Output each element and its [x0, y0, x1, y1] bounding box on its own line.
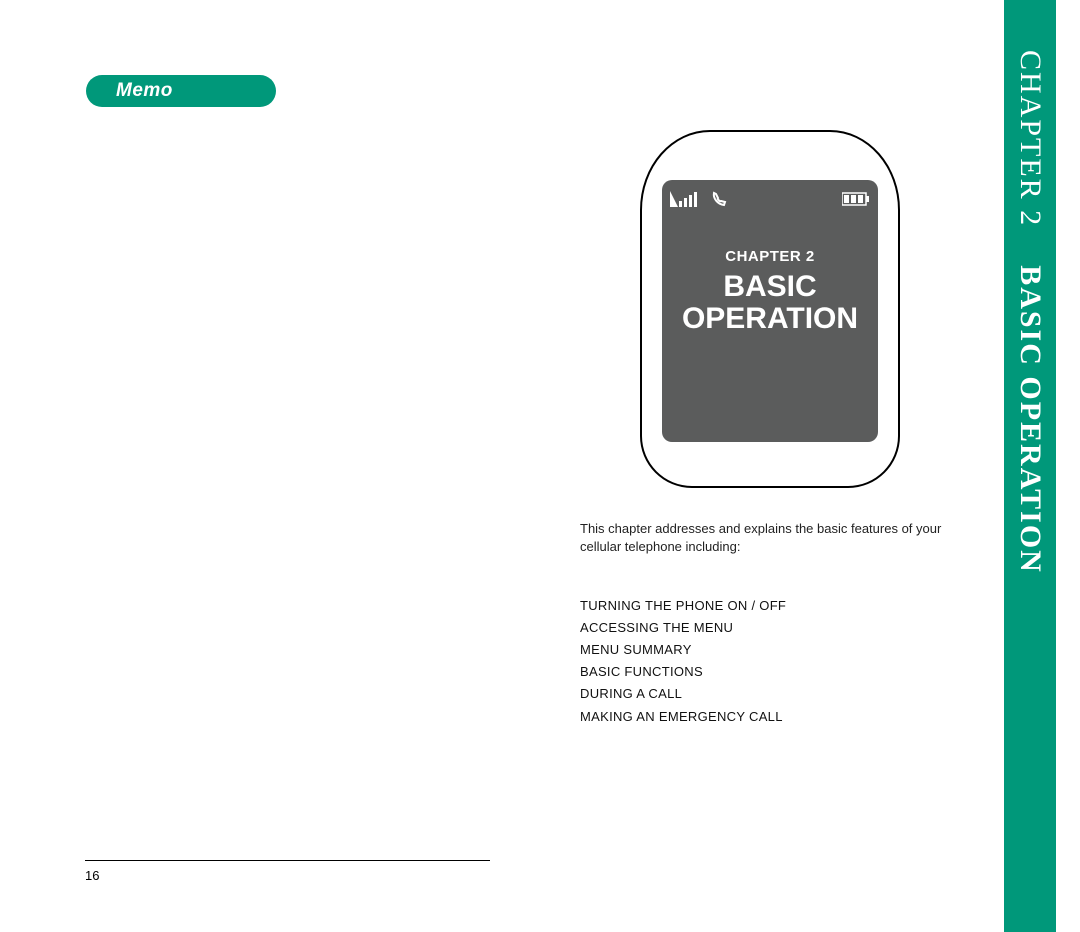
chapter-intro-column: This chapter addresses and explains the …	[580, 520, 980, 728]
chapter-toc: TURNING THE PHONE ON / OFF ACCESSING THE…	[580, 595, 980, 728]
page-number: 16	[85, 868, 99, 883]
footer-rule	[85, 860, 490, 861]
toc-item: TURNING THE PHONE ON / OFF	[580, 595, 980, 617]
phone-device-outline: CHAPTER 2 BASIC OPERATION	[640, 130, 900, 488]
screen-title-line1: BASIC	[723, 270, 816, 303]
toc-item: DURING A CALL	[580, 683, 980, 705]
manual-spread: Memo CHAPTER 2 BASIC OPERATION	[0, 0, 1080, 932]
phone-screen: CHAPTER 2 BASIC OPERATION	[662, 180, 878, 442]
toc-item: MAKING AN EMERGENCY CALL	[580, 706, 980, 728]
memo-tab: Memo	[86, 75, 276, 107]
screen-chapter-label: CHAPTER 2	[662, 248, 878, 265]
screen-title-block: CHAPTER 2 BASIC OPERATION	[662, 248, 878, 334]
signal-icon	[670, 191, 708, 207]
screen-title-line2: OPERATION	[682, 302, 858, 335]
toc-item: MENU SUMMARY	[580, 639, 980, 661]
side-band-text: CHAPTER 2 BASIC OPERATION	[1013, 50, 1047, 574]
side-band-chapter: CHAPTER 2	[1014, 50, 1047, 227]
memo-label: Memo	[116, 80, 173, 102]
toc-item: ACCESSING THE MENU	[580, 617, 980, 639]
status-bar	[670, 188, 870, 210]
toc-item: BASIC FUNCTIONS	[580, 661, 980, 683]
side-band-title: BASIC OPERATION	[1014, 265, 1047, 574]
status-left-icons	[670, 191, 727, 207]
call-icon	[711, 191, 727, 207]
screen-title: BASIC OPERATION	[662, 271, 878, 334]
chapter-side-band: CHAPTER 2 BASIC OPERATION	[1004, 0, 1056, 932]
battery-icon	[842, 192, 870, 206]
intro-text: This chapter addresses and explains the …	[580, 520, 980, 555]
